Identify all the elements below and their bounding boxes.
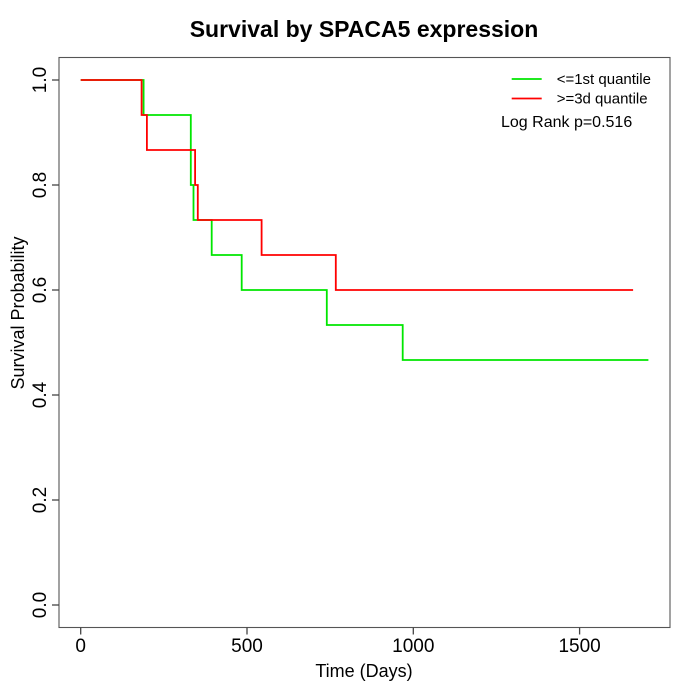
plot-box	[58, 56, 671, 629]
y-axis-label: Survival Probability	[8, 236, 28, 389]
legend-label-third-quantile: >=3d quantile	[557, 91, 648, 108]
x-axis-label: Time (Days)	[315, 661, 412, 681]
x-tick-label: 1500	[558, 636, 600, 657]
y-tick-label: 0.0	[30, 592, 51, 618]
y-tick-label: 1.0	[30, 67, 51, 93]
survival-curves	[80, 79, 649, 361]
axis-ticks: 0 500 1000 1500 0.0 0.2 0.4 0.6 0.8 1.0	[30, 67, 601, 657]
survival-curve-high-expression-red	[80, 79, 634, 291]
y-tick-label: 0.8	[30, 172, 51, 198]
x-tick-label: 500	[231, 636, 263, 657]
y-tick-label: 0.2	[30, 487, 51, 513]
log-rank-annotation: Log Rank p=0.516	[501, 114, 632, 131]
legend-label-first-quantile: <=1st quantile	[557, 71, 651, 88]
x-tick-label: 0	[75, 636, 86, 657]
y-tick-label: 0.4	[30, 381, 51, 408]
survival-curve-low-expression-green	[80, 79, 649, 361]
plot-title: Survival by SPACA5 expression	[190, 16, 539, 42]
x-tick-label: 1000	[392, 636, 434, 657]
y-tick-label: 0.6	[30, 277, 51, 303]
legend: <=1st quantile >=3d quantile Log Rank p=…	[501, 71, 651, 131]
